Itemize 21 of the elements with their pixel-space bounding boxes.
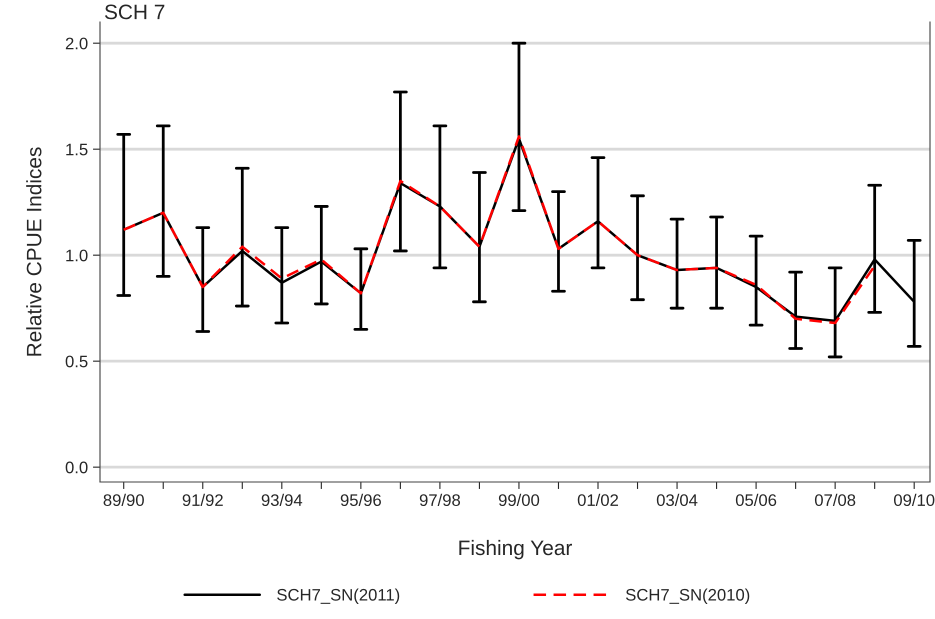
- x-axis-title: Fishing Year: [459, 540, 572, 560]
- y-tick-label: 0.5: [66, 356, 88, 368]
- y-tick-label: 1.0: [66, 250, 88, 262]
- x-tick-label: 03/04: [656, 494, 698, 506]
- x-tick-label: 93/94: [262, 494, 302, 506]
- x-tick-label: 05/06: [736, 494, 776, 506]
- x-tick-label: 09/10: [894, 494, 934, 506]
- y-tick-label: 1.5: [66, 144, 88, 156]
- y-tick-label: 0.0: [66, 462, 88, 474]
- x-tick-label: 99/00: [498, 494, 540, 506]
- y-axis-title: Relative CPUE Indices: [26, 147, 42, 356]
- legend-label: SCH7_SN(2010): [626, 588, 750, 604]
- x-tick-label: 89/90: [104, 494, 144, 506]
- y-tick-label: 2.0: [66, 38, 88, 50]
- x-tick-label: 91/92: [182, 494, 223, 506]
- x-tick-label: 97/98: [420, 494, 460, 506]
- legend-label: SCH7_SN(2011): [277, 588, 400, 604]
- chart-title: SCH 7: [104, 4, 164, 20]
- x-tick-label: 95/96: [340, 494, 381, 506]
- x-tick-label: 07/08: [814, 494, 856, 506]
- x-tick-label: 01/02: [578, 494, 618, 506]
